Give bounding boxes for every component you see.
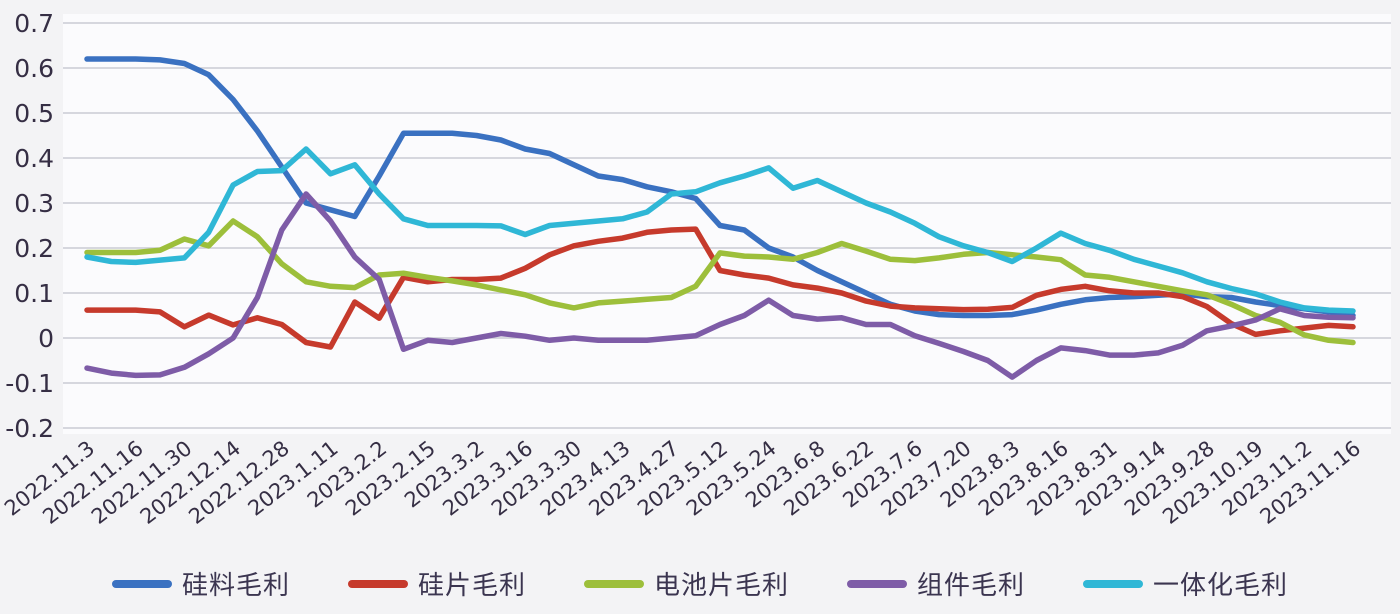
series-line-integrated-margin (84, 146, 1356, 314)
legend-item-cell-margin: 电池片毛利 (583, 565, 789, 602)
y-axis-label: -0.2 (5, 414, 54, 443)
legend-swatch-cell-margin (583, 579, 644, 588)
legend-swatch-silicon-margin (111, 579, 172, 588)
series-line-wafer-margin (84, 226, 1356, 350)
legend-label-integrated-margin: 一体化毛利 (1153, 571, 1289, 601)
y-axis-label: 0.6 (14, 54, 54, 83)
y-axis-label: 0 (38, 324, 54, 353)
y-axis-label: 0.2 (14, 234, 54, 263)
y-axis-label: 0.7 (14, 9, 54, 38)
legend-label-cell-margin: 电池片毛利 (653, 571, 789, 601)
legend-item-integrated-margin: 一体化毛利 (1083, 565, 1288, 602)
y-axis-label: 0.4 (14, 144, 54, 173)
series-line-cell-margin (84, 218, 1356, 346)
y-axis-label: -0.1 (5, 369, 54, 398)
legend-swatch-integrated-margin (1083, 579, 1144, 588)
legend-label-module-margin: 组件毛利 (917, 571, 1026, 601)
legend-item-silicon-margin: 硅料毛利 (111, 565, 290, 602)
legend-swatch-wafer-margin (347, 579, 408, 588)
series-line-module-margin (84, 191, 1356, 380)
legend-label-silicon-margin: 硅料毛利 (181, 571, 290, 601)
legend-swatch-module-margin (847, 579, 907, 588)
chart-legend: 硅料毛利 硅片毛利 电池片毛利 组件毛利 一体化毛利 (0, 565, 1400, 602)
y-axis-label: 0.1 (14, 279, 54, 308)
legend-label-wafer-margin: 硅片毛利 (417, 571, 526, 601)
legend-item-module-margin: 组件毛利 (847, 565, 1025, 602)
series-line-silicon-margin (84, 56, 1356, 319)
y-axis-label: 0.5 (14, 99, 54, 128)
legend-item-wafer-margin: 硅片毛利 (347, 565, 526, 602)
y-axis-label: 0.3 (14, 189, 54, 218)
